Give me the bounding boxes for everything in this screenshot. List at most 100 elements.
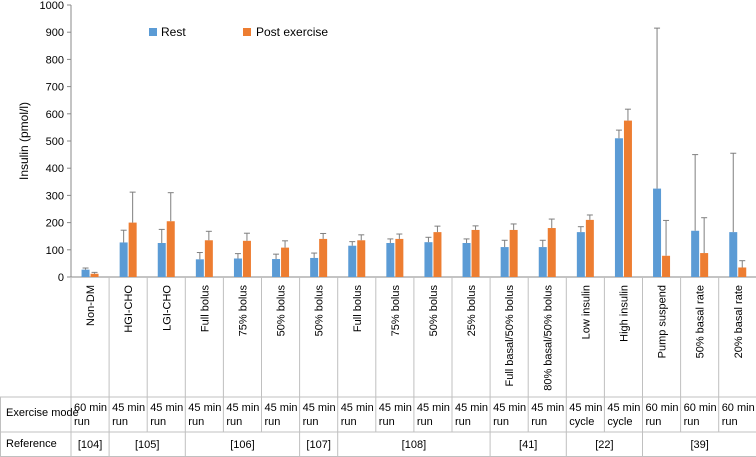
y-tick-label: 500 [46,136,64,148]
exercise-mode-cell: 45 min [417,402,450,414]
bar-post-exercise [433,232,442,277]
bar-post-exercise [204,240,213,277]
category-label: 75% bolus [237,285,249,337]
y-tick-label: 400 [46,163,64,175]
bars [81,120,747,277]
reference-header: Reference [6,438,57,450]
y-tick-label: 800 [46,54,64,66]
bar-rest [81,269,90,277]
bar-rest [500,247,509,277]
reference-cell: [107] [306,439,330,451]
bar-rest [614,138,623,277]
bar-post-exercise [128,222,137,277]
y-tick-label: 900 [46,27,64,39]
category-label: 75% bolus [390,285,402,337]
exercise-mode-cell: 45 min [150,402,183,414]
bar-post-exercise [509,229,518,277]
exercise-mode-cell: run [493,416,509,428]
exercise-mode-cell: 45 min [226,402,259,414]
bar-post-exercise [319,238,328,277]
bar-post-exercise [90,273,99,277]
bar-rest [348,245,357,277]
reference-cell: [105] [135,439,159,451]
reference-cell: [108] [402,439,426,451]
exercise-mode-cell: 45 min [188,402,221,414]
exercise-mode-cell: cycle [607,416,632,428]
bar-post-exercise [623,120,632,277]
legend: Rest Post exercise [149,25,328,39]
bar-rest [195,259,204,277]
y-axis-label: Insulin (pmol/l) [17,102,31,180]
y-tick-label: 1000 [40,0,64,12]
exercise-mode-cell: run [303,416,319,428]
exercise-mode-cell: run [265,416,281,428]
exercise-mode-cell: run [417,416,433,428]
category-label: 50% bolus [276,285,288,337]
category-label: 50% basal rate [695,285,707,358]
y-tick-label: 100 [46,245,64,257]
bar-rest [691,230,700,277]
exercise-mode-cell: 45 min [569,402,602,414]
category-label: Pump suspend [657,285,669,358]
exercise-mode-cell: run [379,416,395,428]
exercise-mode-cell: 45 min [265,402,298,414]
bar-rest [576,232,585,277]
exercise-mode-cell: 45 min [112,402,145,414]
category-label: 80% basal/50% bolus [542,285,554,391]
exercise-mode-cell: 45 min [607,402,640,414]
category-label: 25% bolus [466,285,478,337]
bar-post-exercise [395,238,404,277]
y-tick-label: 0 [58,272,64,284]
bar-post-exercise [166,221,175,277]
category-label: Full bolus [352,285,364,333]
exercise-mode-cell: 45 min [493,402,526,414]
category-label: Full bolus [199,285,211,333]
bar-post-exercise [700,253,709,277]
legend-post-exercise-swatch [243,28,251,36]
exercise-mode-cell: 45 min [341,402,374,414]
bar-rest [729,232,738,277]
category-label: 50% bolus [314,285,326,337]
y-tick-label: 700 [46,82,64,94]
exercise-mode-cell: run [226,416,242,428]
exercise-mode-cell: run [531,416,547,428]
exercise-mode-cell: cycle [569,416,594,428]
bar-post-exercise [547,228,556,277]
reference-cell: [39] [690,439,708,451]
reference-cell: [104] [78,439,102,451]
y-tick-label: 300 [46,190,64,202]
category-label: High insulin [618,285,630,342]
exercise-mode-cell: 45 min [379,402,412,414]
reference-cell: [41] [519,439,537,451]
exercise-mode-cell: run [684,416,700,428]
legend-post-exercise-label: Post exercise [256,25,328,39]
bar-rest [386,243,395,277]
exercise-mode-cell: 45 min [531,402,564,414]
bar-post-exercise [357,240,366,277]
exercise-mode-cell: 60 min [722,402,755,414]
bar-rest [653,188,662,277]
exercise-mode-cell: run [150,416,166,428]
bar-post-exercise [242,240,251,277]
category-label: Low insulin [580,285,592,339]
category-label: LGI-CHO [161,285,173,331]
bar-post-exercise [585,219,594,277]
error-bars [82,27,746,274]
category-label: HGI-CHO [123,285,135,333]
y-tick-label: 200 [46,218,64,230]
bar-rest [424,242,433,277]
y-tick-label: 600 [46,109,64,121]
category-label: 20% basal rate [733,285,745,358]
bar-post-exercise [662,255,671,277]
data-table: 60 min run 45 min run 45 min run 45 min run 45 m… [0,277,756,457]
exercise-mode-cell: 60 min [684,402,717,414]
bar-rest [233,258,242,277]
bar-post-exercise [738,267,747,277]
category-label: Non-DM [85,285,97,326]
bar-rest [157,243,166,277]
reference-cell: [106] [230,439,254,451]
category-label: 50% bolus [428,285,440,337]
y-axis-ticks: 0 100 200 300 400 500 600 700 800 900 1000 [40,0,71,284]
reference-cell: [22] [595,439,613,451]
